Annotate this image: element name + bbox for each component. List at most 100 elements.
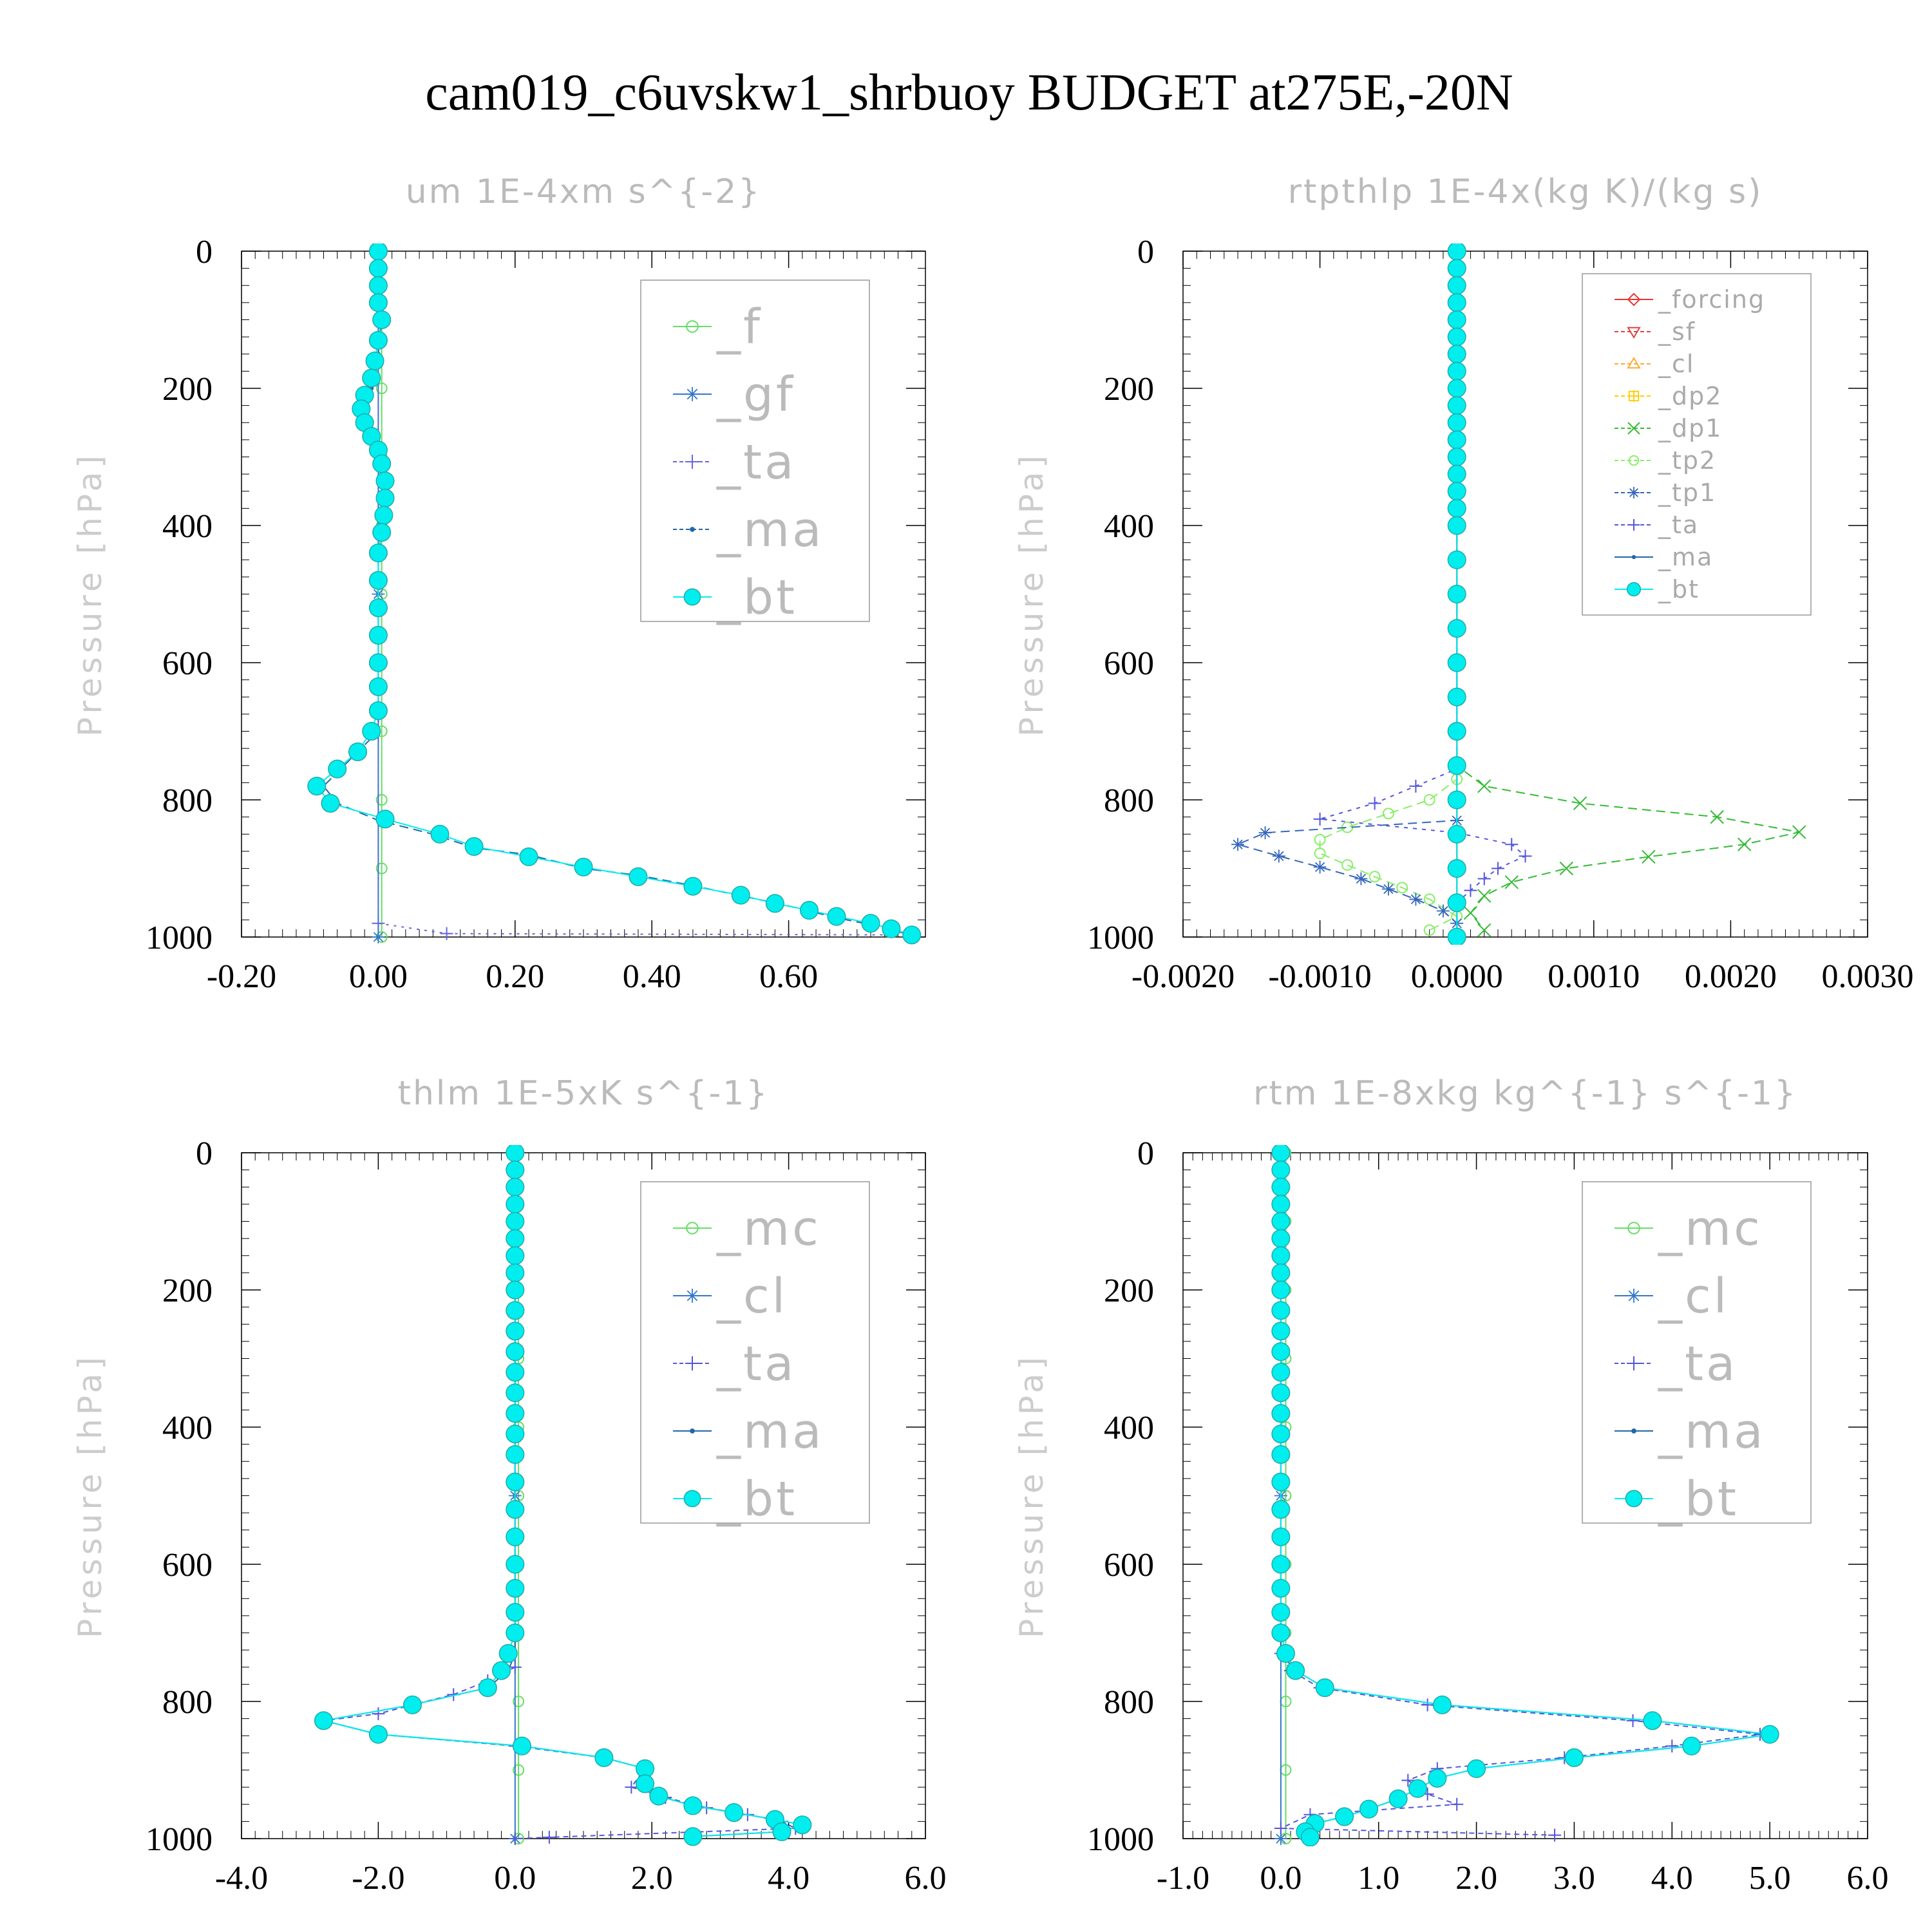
data-point <box>1382 808 1394 820</box>
data-point <box>625 1781 638 1794</box>
data-point <box>1271 1578 1291 1598</box>
legend-item: _f <box>673 299 762 355</box>
data-point <box>506 1363 525 1382</box>
data-point <box>1271 1145 1291 1162</box>
legend-label: _f <box>716 299 762 355</box>
data-point <box>772 1822 791 1841</box>
data-point <box>1477 872 1491 886</box>
legend-item: _ta <box>1615 1336 1738 1392</box>
legend-item: _cl <box>1615 1269 1727 1324</box>
data-point <box>375 862 388 875</box>
legend-marker <box>683 1490 701 1508</box>
legend-item: _tp1 <box>1615 478 1715 507</box>
data-point <box>1447 293 1466 312</box>
panel-title: um 1E-4xm s^{-2} <box>406 173 762 211</box>
legend-item: _bt <box>673 570 795 625</box>
legend-marker <box>690 1428 695 1434</box>
data-point <box>1423 924 1435 936</box>
legend-marker <box>1628 455 1640 466</box>
data-point <box>348 742 368 761</box>
data-point <box>506 1246 525 1265</box>
data-point <box>1354 872 1368 886</box>
legend-label: _ta <box>1658 511 1699 539</box>
x-tick-label: 5.0 <box>1749 1860 1791 1897</box>
data-point <box>1548 1828 1562 1842</box>
x-tick-label: 0.0 <box>1260 1860 1302 1897</box>
data-point <box>1447 310 1466 330</box>
data-point <box>1467 1759 1486 1778</box>
legend-item: _bt <box>673 1472 795 1527</box>
y-tick-label: 200 <box>162 1273 213 1309</box>
data-point <box>368 571 388 590</box>
data-point <box>1359 1799 1379 1819</box>
data-point <box>1436 904 1450 918</box>
legend-item: _cl <box>673 1269 785 1324</box>
data-point <box>902 925 922 945</box>
data-point <box>1477 889 1492 903</box>
legend-box <box>640 279 870 622</box>
series-line <box>1280 1153 1761 1836</box>
legend-item: _cl <box>1615 350 1693 378</box>
data-point <box>1665 1739 1679 1753</box>
y-tick-label: 200 <box>1104 371 1154 408</box>
data-point <box>513 1764 525 1776</box>
x-tick-label: 0.0 <box>494 1860 536 1897</box>
legend-item: _ma <box>1615 1404 1763 1459</box>
data-point <box>1271 1246 1291 1265</box>
x-tick-label: -0.0020 <box>1132 958 1235 995</box>
data-point <box>1271 1280 1291 1300</box>
legend-item: _tp2 <box>1615 446 1715 475</box>
data-point <box>368 1725 388 1744</box>
chart-panel: -4.0 -2.0 0.0 2.0 4.0 6.0 0 200 400 600 800 1000 thl… <box>71 1074 947 1897</box>
data-point <box>430 824 450 844</box>
data-point <box>1272 849 1285 863</box>
data-point <box>368 677 388 696</box>
series-layer <box>307 243 922 945</box>
data-point <box>1388 1789 1408 1808</box>
series-layer <box>1271 1145 1779 1846</box>
data-point <box>1271 1555 1291 1574</box>
y-tick-label: 0 <box>1137 234 1154 270</box>
y-tick-label: 1000 <box>146 920 213 956</box>
data-point <box>1368 871 1381 883</box>
data-point <box>1271 1603 1291 1622</box>
data-point <box>1421 1698 1434 1712</box>
data-point <box>506 1425 525 1444</box>
legend-item: _mc <box>1615 1201 1760 1256</box>
data-point <box>506 1527 525 1546</box>
data-point <box>1710 810 1724 824</box>
data-point <box>1271 1383 1291 1403</box>
data-point <box>374 506 393 525</box>
legend-item: _mc <box>673 1201 819 1256</box>
data-point <box>731 886 750 905</box>
data-point <box>1409 779 1423 793</box>
legend-marker <box>1628 519 1640 531</box>
legend-box <box>1582 1181 1812 1524</box>
data-point <box>1271 1160 1291 1180</box>
data-point <box>1447 243 1466 261</box>
legend-item: _ma <box>1615 543 1712 571</box>
data-point <box>1447 893 1466 913</box>
legend-label: _ta <box>1658 1336 1738 1392</box>
x-tick-label: 0.0000 <box>1411 958 1503 995</box>
y-tick-label: 600 <box>162 645 213 682</box>
panels: -0.20 0.00 0.20 0.40 0.6002004006008001000um… <box>71 173 1914 1897</box>
data-point <box>724 1803 744 1823</box>
data-point <box>1447 516 1466 535</box>
data-point <box>1314 833 1326 846</box>
data-point <box>1271 1195 1291 1214</box>
data-point <box>1737 837 1752 851</box>
data-point <box>519 847 538 866</box>
chart-panel: -1.0 0.0 1.0 2.0 3.0 4.0 5.0 6.0 0 200 400 600 800 10… <box>1013 1074 1889 1897</box>
y-tick-label: 600 <box>1104 1547 1154 1584</box>
data-point <box>368 625 388 645</box>
legend-box <box>640 1181 870 1524</box>
data-point <box>375 794 388 806</box>
data-point <box>1559 861 1573 876</box>
data-point <box>1276 1643 1295 1663</box>
data-point <box>1760 1725 1779 1744</box>
legend-marker <box>685 455 699 469</box>
data-point <box>375 471 395 491</box>
y-axis-label: Pressure [hPa] <box>1013 1353 1050 1638</box>
legend-marker <box>1626 582 1642 597</box>
